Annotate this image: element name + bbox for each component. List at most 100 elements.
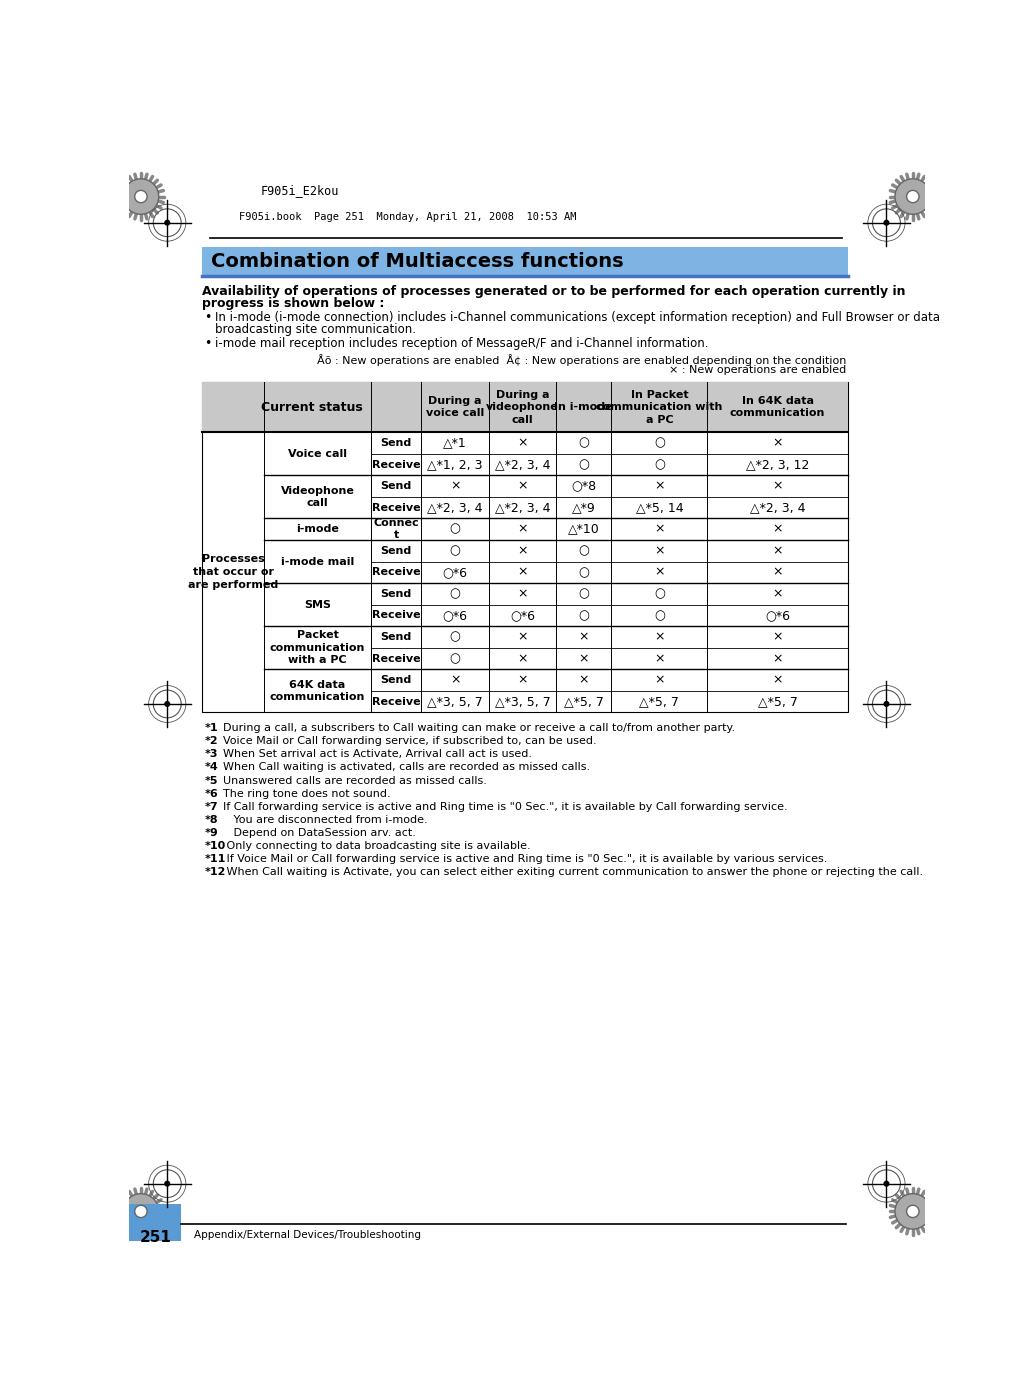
Text: Voice Mail or Call forwarding service, if subscribed to, can be used.: Voice Mail or Call forwarding service, i…	[223, 736, 596, 746]
Text: *9: *9	[205, 828, 218, 838]
Text: ○*6: ○*6	[443, 566, 468, 579]
Text: *3: *3	[205, 750, 218, 760]
Text: ×: ×	[450, 673, 461, 687]
Text: ×: ×	[579, 652, 589, 665]
Text: broadcasting site communication.: broadcasting site communication.	[215, 323, 416, 336]
Text: △*5, 7: △*5, 7	[639, 696, 680, 708]
Text: ×: ×	[772, 544, 782, 558]
Text: If Voice Mail or Call forwarding service is active and Ring time is "0 Sec.", it: If Voice Mail or Call forwarding service…	[223, 855, 828, 864]
Text: If Call forwarding service is active and Ring time is "0 Sec.", it is available : If Call forwarding service is active and…	[223, 802, 787, 811]
Circle shape	[907, 191, 919, 202]
Text: Receive: Receive	[372, 503, 420, 513]
Text: When Call waiting is Activate, you can select either exiting current communicati: When Call waiting is Activate, you can s…	[223, 867, 923, 877]
Circle shape	[123, 178, 158, 215]
Text: ×: ×	[517, 587, 527, 601]
Text: Send: Send	[380, 631, 412, 643]
Text: ×: ×	[772, 587, 782, 601]
Text: ×: ×	[517, 436, 527, 449]
Text: *8: *8	[205, 815, 218, 825]
Text: ○: ○	[449, 630, 461, 644]
Text: ○: ○	[449, 587, 461, 601]
Text: △*5, 14: △*5, 14	[635, 500, 684, 514]
Bar	[203, 382, 848, 432]
Text: ×: ×	[772, 436, 782, 449]
Text: i-mode: i-mode	[296, 524, 339, 534]
Text: ○: ○	[449, 523, 461, 535]
Text: ×: ×	[517, 480, 527, 492]
Text: Åõ : New operations are enabled  Å¢ : New operations are enabled depending on th: Åõ : New operations are enabled Å¢ : New…	[317, 354, 846, 365]
Text: Send: Send	[380, 675, 412, 684]
Text: 64K data
communication: 64K data communication	[270, 680, 365, 703]
Text: △*2, 3, 4: △*2, 3, 4	[494, 459, 550, 471]
Text: ×: ×	[772, 566, 782, 579]
Text: ×: ×	[772, 652, 782, 665]
Circle shape	[164, 701, 170, 707]
Text: ○: ○	[449, 544, 461, 558]
Text: The ring tone does not sound.: The ring tone does not sound.	[223, 789, 391, 799]
Text: •: •	[204, 337, 211, 350]
Text: F905i_E2kou: F905i_E2kou	[260, 184, 338, 197]
Text: During a
voice call: During a voice call	[426, 396, 484, 418]
Text: 251: 251	[140, 1230, 172, 1245]
Text: *11: *11	[205, 855, 226, 864]
Text: *2: *2	[205, 736, 218, 746]
Text: i-mode mail: i-mode mail	[281, 556, 355, 566]
Text: When Set arrival act is Activate, Arrival call act is used.: When Set arrival act is Activate, Arriva…	[223, 750, 533, 760]
Text: △*10: △*10	[567, 523, 599, 535]
Text: Connec
t: Connec t	[373, 519, 419, 539]
Text: *5: *5	[205, 775, 218, 786]
Circle shape	[123, 1193, 158, 1230]
Text: × : New operations are enabled: × : New operations are enabled	[669, 365, 846, 375]
Circle shape	[884, 220, 889, 224]
Text: △*3, 5, 7: △*3, 5, 7	[428, 696, 483, 708]
Text: Receive: Receive	[372, 567, 420, 577]
Text: △*5, 7: △*5, 7	[564, 696, 603, 708]
Text: Receive: Receive	[372, 611, 420, 620]
Text: *7: *7	[205, 802, 218, 811]
Text: ×: ×	[579, 673, 589, 687]
Text: Combination of Multiaccess functions: Combination of Multiaccess functions	[212, 252, 624, 270]
Circle shape	[884, 1181, 889, 1186]
Text: △*5, 7: △*5, 7	[758, 696, 798, 708]
Text: △*1: △*1	[443, 436, 467, 449]
Text: Send: Send	[380, 481, 412, 491]
Text: ○*8: ○*8	[572, 480, 596, 492]
Text: ○: ○	[579, 436, 589, 449]
Text: ×: ×	[654, 652, 665, 665]
Text: Send: Send	[380, 588, 412, 599]
Circle shape	[907, 1206, 919, 1217]
Text: Receive: Receive	[372, 460, 420, 470]
Text: ×: ×	[654, 544, 665, 558]
Text: ○*6: ○*6	[765, 609, 791, 622]
Text: ×: ×	[654, 523, 665, 535]
Text: ○: ○	[579, 544, 589, 558]
Text: ×: ×	[517, 673, 527, 687]
Text: In i-mode (i-mode connection) includes i-Channel communications (except informat: In i-mode (i-mode connection) includes i…	[215, 311, 941, 325]
Text: △*9: △*9	[572, 500, 595, 514]
Text: ×: ×	[517, 523, 527, 535]
Text: Availability of operations of processes generated or to be performed for each op: Availability of operations of processes …	[203, 286, 906, 298]
Text: ×: ×	[654, 480, 665, 492]
Text: ○: ○	[579, 459, 589, 471]
Text: Receive: Receive	[372, 697, 420, 707]
Text: ○*6: ○*6	[510, 609, 536, 622]
Text: △*1, 2, 3: △*1, 2, 3	[428, 459, 483, 471]
Bar	[128, 1203, 181, 1241]
Text: i-mode mail reception includes reception of MessageR/F and i-Channel information: i-mode mail reception includes reception…	[215, 337, 708, 350]
Text: ×: ×	[772, 630, 782, 644]
Text: ×: ×	[772, 523, 782, 535]
Text: △*2, 3, 4: △*2, 3, 4	[428, 500, 483, 514]
Text: When Call waiting is activated, calls are recorded as missed calls.: When Call waiting is activated, calls ar…	[223, 763, 590, 772]
Text: ○: ○	[449, 652, 461, 665]
Circle shape	[135, 191, 147, 202]
Text: ○*6: ○*6	[443, 609, 468, 622]
Text: In 64K data
communication: In 64K data communication	[730, 396, 825, 418]
Text: *12: *12	[205, 867, 226, 877]
Text: ×: ×	[517, 566, 527, 579]
Text: ○: ○	[579, 609, 589, 622]
Bar	[203, 382, 848, 712]
Text: ○: ○	[654, 436, 665, 449]
Text: Current status: Current status	[261, 400, 363, 414]
Text: Send: Send	[380, 545, 412, 556]
Text: Send: Send	[380, 438, 412, 447]
